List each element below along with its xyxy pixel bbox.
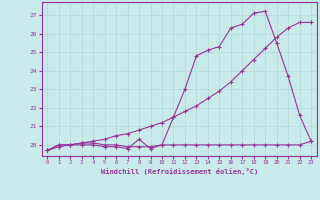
- X-axis label: Windchill (Refroidissement éolien,°C): Windchill (Refroidissement éolien,°C): [100, 168, 258, 175]
